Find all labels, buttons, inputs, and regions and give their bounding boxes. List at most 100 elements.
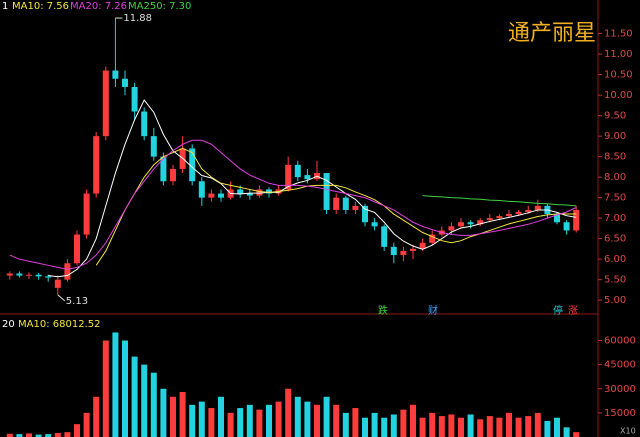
legend-item: MA250: 7.30 xyxy=(128,1,191,12)
volume-bar xyxy=(93,396,100,437)
candle-body xyxy=(506,214,512,217)
volume-bar xyxy=(150,372,157,437)
legend-item: 1 xyxy=(2,1,8,12)
ma-line xyxy=(422,195,577,207)
volume-bar xyxy=(467,414,474,437)
volume-bar xyxy=(179,391,186,437)
candle-body xyxy=(525,209,532,212)
volume-bar xyxy=(208,408,215,437)
legend-item: MA20: 7.26 xyxy=(70,1,127,12)
volume-bar xyxy=(74,424,80,437)
candle-body xyxy=(112,70,119,79)
volume-bar xyxy=(390,414,397,437)
candle-body xyxy=(333,197,340,210)
annotation: 财 xyxy=(428,304,438,317)
candle-body xyxy=(477,220,484,225)
volume-bar xyxy=(35,434,42,437)
candle-body xyxy=(410,248,416,251)
candle-body xyxy=(534,205,541,210)
ma-line xyxy=(9,139,577,270)
candle-body xyxy=(74,234,80,264)
candle-body xyxy=(294,164,301,178)
volume-bar xyxy=(285,388,292,437)
volume-bar xyxy=(26,433,32,437)
volume-bar xyxy=(189,404,196,437)
volume-bar xyxy=(429,412,436,437)
candle-body xyxy=(256,189,263,196)
volume-bar xyxy=(227,412,234,437)
volume-bar xyxy=(352,408,359,437)
volume-bar xyxy=(362,417,368,437)
volume-bar xyxy=(102,340,109,437)
ma-line xyxy=(95,147,577,266)
volume-bar xyxy=(544,420,551,437)
low-pointer xyxy=(57,294,66,302)
ma-line xyxy=(48,99,577,278)
candle-body xyxy=(122,78,128,87)
y-tick-label: 45000 xyxy=(604,360,636,371)
volume-bar xyxy=(486,416,493,437)
volume-bar xyxy=(256,409,263,437)
volume-bar xyxy=(294,396,301,437)
candle-body xyxy=(170,168,176,182)
candle-body xyxy=(390,246,397,256)
legend-item: MA10: 7.56 xyxy=(12,1,69,12)
volume-bar xyxy=(54,432,61,437)
candle-body xyxy=(64,263,71,280)
volume-bar xyxy=(554,417,560,437)
candle-body xyxy=(448,226,455,231)
y-tick-label: 7.00 xyxy=(604,213,626,224)
candle-body xyxy=(515,211,522,215)
volume-bar xyxy=(381,417,388,437)
volume-bar xyxy=(525,416,532,437)
volume-bar xyxy=(534,412,541,437)
candle-body xyxy=(429,234,436,243)
y-tick-label: 11.00 xyxy=(604,49,633,60)
y-tick-label: 8.50 xyxy=(604,152,626,163)
candle-body xyxy=(141,111,148,137)
candle-body xyxy=(342,197,349,210)
candle-body xyxy=(26,274,32,276)
volume-bar xyxy=(266,404,272,437)
volume-bar xyxy=(400,409,407,437)
y-tick-label: 6.00 xyxy=(604,254,626,265)
candle-body xyxy=(352,205,359,210)
candle-body xyxy=(102,70,109,137)
y-tick-label: 60000 xyxy=(604,336,636,347)
unit-note: X10 xyxy=(620,427,636,436)
candle-body xyxy=(285,164,292,190)
candle-body xyxy=(45,276,52,278)
volume-bar xyxy=(371,412,378,437)
y-tick-label: 30000 xyxy=(604,384,636,395)
volume-bar xyxy=(506,412,512,437)
candle-body xyxy=(266,189,272,194)
candle-body xyxy=(189,148,196,182)
volume-bar xyxy=(64,432,71,437)
volume-bar xyxy=(419,417,426,437)
candle-body xyxy=(218,193,224,198)
volume-bar xyxy=(333,404,340,437)
volume-bar xyxy=(83,412,90,437)
volume-bar xyxy=(563,427,570,437)
volume-bar xyxy=(246,404,253,437)
candle-body xyxy=(93,136,100,194)
annotation: 停 xyxy=(553,304,563,317)
volume-bar xyxy=(304,401,311,437)
y-tick-label: 9.00 xyxy=(604,131,626,142)
candle-body xyxy=(458,222,464,227)
volume-bar xyxy=(122,340,128,437)
candle-body xyxy=(362,205,368,223)
candle-body xyxy=(16,273,23,276)
volume-bar xyxy=(573,432,580,437)
annotation: 跌 xyxy=(378,304,388,317)
candle-body xyxy=(323,173,330,210)
y-tick-label: 15000 xyxy=(604,408,636,419)
y-tick-label: 11.50 xyxy=(604,29,633,40)
volume-bar xyxy=(160,388,167,437)
y-tick-label: 6.50 xyxy=(604,234,626,245)
candle-body xyxy=(150,136,157,157)
candle-body xyxy=(246,193,253,196)
candle-body xyxy=(371,222,378,227)
volume-bar xyxy=(410,404,416,437)
